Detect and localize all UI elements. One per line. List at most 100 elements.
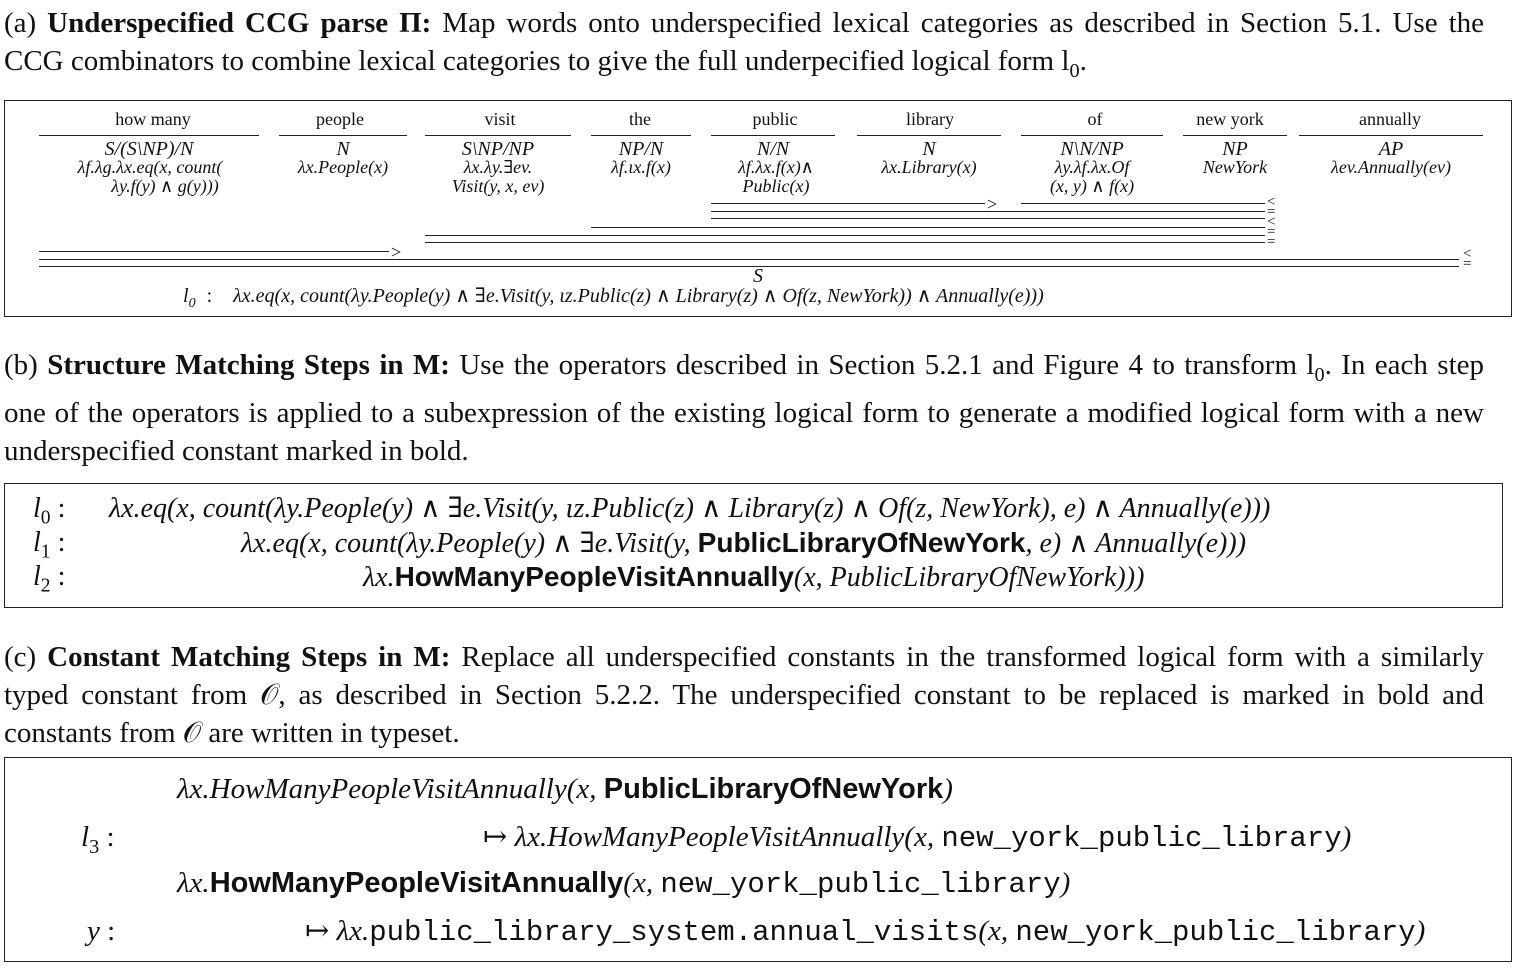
typeset-constant: public_library_system.annual_visits xyxy=(369,916,978,949)
semantics-the: λf.ιx.f(x) xyxy=(585,158,697,177)
combine-line xyxy=(39,259,1459,260)
category-people: N xyxy=(279,139,407,159)
lexical-line xyxy=(39,135,259,136)
word-new-york: new york xyxy=(1175,109,1285,130)
combine-line xyxy=(425,242,1265,243)
section-a-label: (a) xyxy=(4,7,36,39)
semantics-line: λf.λx.f(x)∧ xyxy=(709,158,843,177)
lf-label-sub: 0 xyxy=(189,296,196,311)
semantics-of: λy.λf.λx.Of (x, y) ∧ f(x) xyxy=(1021,158,1163,196)
rule-forward: > xyxy=(391,243,401,261)
word-visit: visit xyxy=(445,109,555,130)
typeset-constant: new_york_public_library xyxy=(941,822,1341,855)
section-a-text-sub: 0 xyxy=(1069,60,1079,82)
bold-constant: PublicLibraryOfNewYork xyxy=(604,773,944,805)
rule-backward-stack: < = < = = xyxy=(1267,197,1275,247)
category-the: NP/N xyxy=(591,139,691,159)
ccg-derivation-box: how many people visit the public library… xyxy=(4,100,1512,317)
maps-to-arrow: ↦ xyxy=(305,915,329,947)
semantics-public: λf.λx.f(x)∧ Public(x) xyxy=(709,158,843,196)
category-public: N/N xyxy=(711,139,835,159)
semantics-how-many: λf.λg.λx.eq(x, count( λy.f(y) ∧ g(y))) xyxy=(25,158,275,196)
semantics-line: λev.Annually(ev) xyxy=(1293,158,1489,177)
category-annually: AP xyxy=(1299,139,1483,159)
cm-row-3: λx.HowManyPeopleVisitAnnually(x, new_yor… xyxy=(177,866,1070,902)
section-a-paragraph: (a) Underspecified CCG parse Π: Map word… xyxy=(4,4,1484,90)
section-b-title: Structure Matching Steps in M: xyxy=(47,349,450,381)
bold-constant: HowManyPeopleVisitAnnually xyxy=(395,561,794,592)
semantics-library: λx.Library(x) xyxy=(851,158,1007,177)
section-a-text-end: . xyxy=(1080,45,1087,77)
category-new-york: NP xyxy=(1183,139,1287,159)
lexical-line xyxy=(711,135,835,136)
category-of: N\N/NP xyxy=(1021,139,1163,159)
word-the: the xyxy=(590,109,690,130)
word-how-many: how many xyxy=(83,109,223,130)
constant-matching-box: λx.HowManyPeopleVisitAnnually(x, PublicL… xyxy=(4,757,1512,962)
typeset-constant: new_york_public_library xyxy=(1015,916,1415,949)
lexical-line xyxy=(279,135,407,136)
lf-row-l2: λx.HowManyPeopleVisitAnnually(x, PublicL… xyxy=(363,560,1144,595)
section-b-text: Use the operators described in Section 5… xyxy=(459,349,1314,381)
word-people: people xyxy=(285,109,395,130)
semantics-line: Visit(y, x, ev) xyxy=(425,177,571,196)
section-c-label: (c) xyxy=(4,641,36,673)
semantics-visit: λx.λy.∃ev. Visit(y, x, ev) xyxy=(425,158,571,196)
section-b-label: (b) xyxy=(4,349,38,381)
bold-constant: PublicLibraryOfNewYork xyxy=(698,527,1026,558)
semantics-line: Public(x) xyxy=(709,177,843,196)
semantics-annually: λev.Annually(ev) xyxy=(1293,158,1489,177)
combine-line-how-many-people xyxy=(39,251,389,252)
row-label-l3: l3 : xyxy=(81,820,115,864)
semantics-people: λx.People(x) xyxy=(271,158,415,177)
word-of: of xyxy=(1035,109,1155,130)
semantics-line: λx.People(x) xyxy=(271,158,415,177)
section-c-paragraph: (c) Constant Matching Steps in M: Replac… xyxy=(4,638,1484,752)
section-b-text-sub: 0 xyxy=(1314,364,1324,386)
word-annually: annually xyxy=(1325,109,1455,130)
section-c-title: Constant Matching Steps in M: xyxy=(47,641,450,673)
combine-line-of-new-york xyxy=(1021,203,1265,204)
lexical-line xyxy=(857,135,1001,136)
section-a-title: Underspecified CCG parse Π: xyxy=(47,7,431,39)
row-label-l2: l2 : xyxy=(33,560,65,604)
combine-line xyxy=(711,211,1265,212)
semantics-line: λx.λy.∃ev. xyxy=(425,158,571,177)
lf-l0: λx.eq(x, count(λy.People(y) ∧ ∃e.Visit(y… xyxy=(233,285,1044,307)
semantics-line: λf.λg.λx.eq(x, count( xyxy=(25,158,275,177)
row-label-y: y : xyxy=(87,914,115,948)
structure-matching-box: l0 : l1 : l2 : λx.eq(x, count(λy.People(… xyxy=(4,483,1503,608)
cm-row-4: ↦ λx.public_library_system.annual_visits… xyxy=(305,914,1425,950)
cm-row-1: λx.HowManyPeopleVisitAnnually(x, PublicL… xyxy=(177,772,953,806)
lf-l0-row: l0 : λx.eq(x, count(λy.People(y) ∧ ∃e.Vi… xyxy=(183,283,1044,312)
semantics-line: λx.Library(x) xyxy=(851,158,1007,177)
category-library: N xyxy=(857,139,1001,159)
category-visit: S\NP/NP xyxy=(425,139,571,159)
semantics-line: λy.f(y) ∧ g(y))) xyxy=(25,177,275,196)
typeset-constant: new_york_public_library xyxy=(660,868,1060,901)
lexical-line xyxy=(425,135,571,136)
lexical-line xyxy=(1299,135,1483,136)
combine-line-visit xyxy=(425,235,1265,236)
rule-backward-final: < = xyxy=(1463,249,1471,269)
semantics-line: NewYork xyxy=(1177,158,1293,177)
lexical-line xyxy=(1183,135,1287,136)
word-public: public xyxy=(715,109,835,130)
maps-to-arrow: ↦ xyxy=(483,821,507,853)
semantics-line: λy.λf.λx.Of xyxy=(1021,158,1163,177)
semantics-line: (x, y) ∧ f(x) xyxy=(1021,177,1163,196)
combine-line-final xyxy=(39,266,1459,267)
semantics-new-york: NewYork xyxy=(1177,158,1293,177)
word-library: library xyxy=(870,109,990,130)
section-b-paragraph: (b) Structure Matching Steps in M: Use t… xyxy=(4,346,1484,470)
combine-line-public-library xyxy=(711,203,985,204)
lexical-line xyxy=(1021,135,1163,136)
semantics-line: λf.ιx.f(x) xyxy=(585,158,697,177)
lf-colon: : xyxy=(207,285,213,307)
lf-row-l1: λx.eq(x, count(λy.People(y) ∧ ∃e.Visit(y… xyxy=(241,526,1246,561)
combine-line-the xyxy=(591,227,1265,228)
combine-line xyxy=(711,218,1265,219)
lf-row-l0: λx.eq(x, count(λy.People(y) ∧ ∃e.Visit(y… xyxy=(109,492,1270,526)
cm-row-2: ↦ λx.HowManyPeopleVisitAnnually(x, new_y… xyxy=(483,820,1351,856)
category-how-many: S/(S\NP)/N xyxy=(39,139,259,159)
